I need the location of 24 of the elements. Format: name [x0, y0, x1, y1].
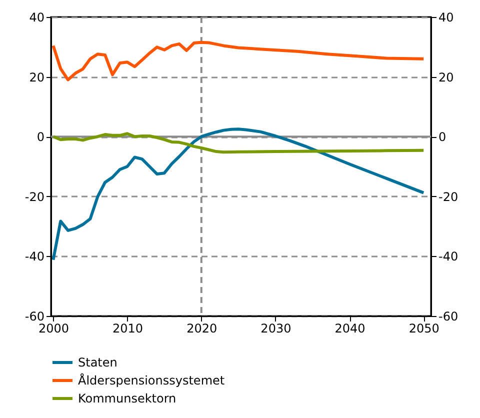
legend-label: Kommunsektorn: [78, 392, 176, 406]
y2-tick-label: -60: [438, 310, 458, 324]
y-tick-label: -40: [24, 250, 44, 264]
y-tick-label: -60: [24, 310, 44, 324]
line-series: [52, 132, 426, 154]
line-series: [52, 128, 426, 262]
legend-label: Staten: [78, 356, 118, 370]
y-tick-label: 0: [36, 130, 44, 144]
y-tick-label: 20: [29, 70, 44, 84]
x-tick-label: 2000: [38, 322, 69, 336]
y2-tick-label: -20: [438, 190, 458, 204]
x-tick-label: 2020: [186, 322, 218, 336]
x-tick-label: 2040: [334, 322, 366, 336]
line-series: [52, 40, 426, 82]
y-tick-label: 40: [29, 10, 44, 24]
y2-tick-label: 20: [438, 70, 454, 84]
x-tick-label: 2030: [260, 322, 292, 336]
x-tick-label: 2010: [112, 322, 144, 336]
y2-tick-label: 40: [438, 10, 454, 24]
y-tick-label: -20: [24, 190, 44, 204]
y2-tick-label: -40: [438, 250, 458, 264]
legend-label: Ålderspensionssystemet: [78, 372, 225, 388]
y2-tick-label: 0: [438, 130, 446, 144]
x-tick-label: 2050: [408, 322, 440, 336]
